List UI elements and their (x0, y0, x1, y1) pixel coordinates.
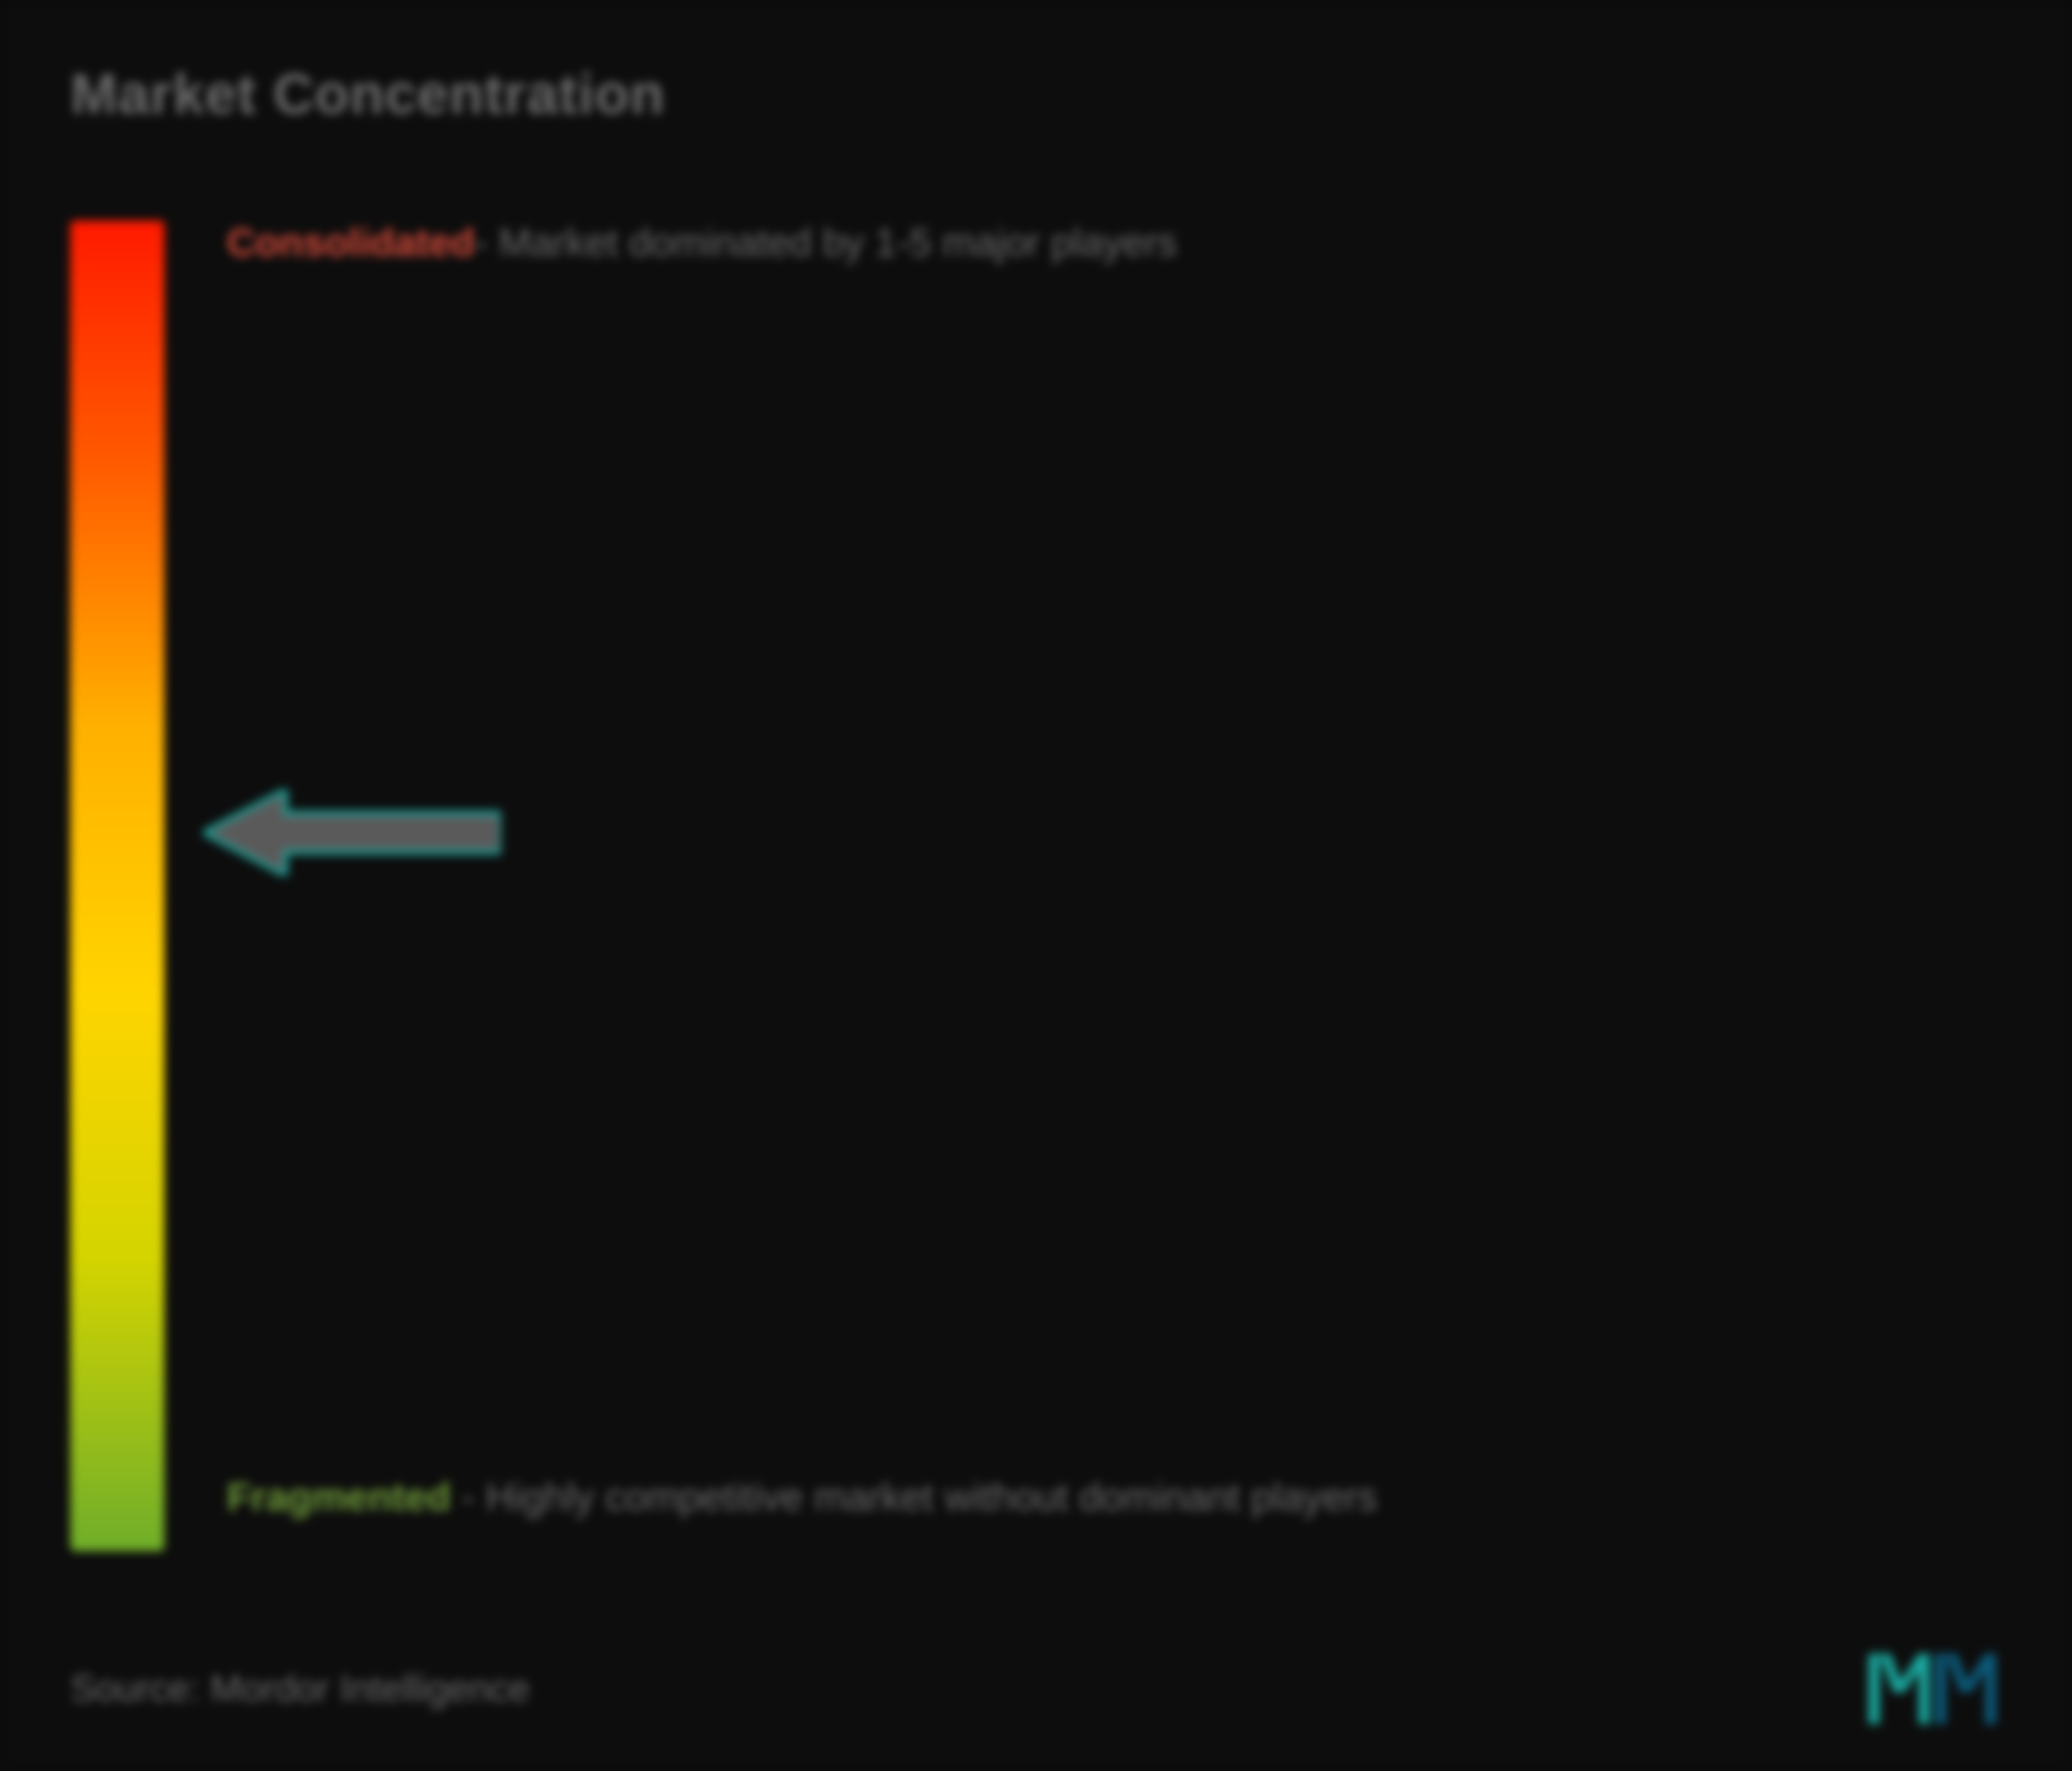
card-footer: Source: Mordor Intelligence (70, 1654, 2002, 1724)
consolidated-term: Consolidated (227, 221, 475, 265)
scale-column (70, 221, 164, 1551)
position-indicator-arrow (203, 790, 501, 876)
fragmented-term: Fragmented (227, 1475, 451, 1519)
fragmented-desc: - Highly competitive market without domi… (451, 1475, 1377, 1519)
fragmented-label: Fragmented - Highly competitive market w… (227, 1467, 1970, 1528)
content-row: Consolidated- Market dominated by 1-5 ma… (70, 221, 2002, 1551)
mordor-logo-icon (1869, 1654, 2002, 1724)
arrow-left-icon (203, 790, 501, 876)
consolidated-desc: - Market dominated by 1-5 major players (475, 221, 1178, 265)
market-concentration-card: Market Concentration Consolidated- Marke… (0, 0, 2072, 1771)
concentration-gradient-bar (70, 221, 164, 1551)
card-title: Market Concentration (70, 63, 2002, 127)
consolidated-label: Consolidated- Market dominated by 1-5 ma… (227, 213, 1970, 274)
labels-column: Consolidated- Market dominated by 1-5 ma… (227, 221, 2002, 1551)
source-attribution: Source: Mordor Intelligence (70, 1668, 530, 1711)
